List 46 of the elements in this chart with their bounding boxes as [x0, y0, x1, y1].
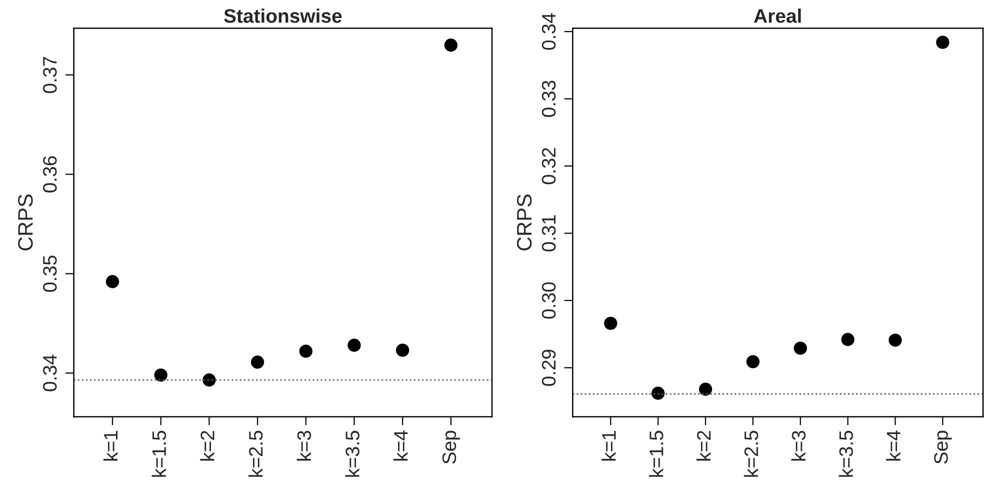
y-tick-label: 0.34 — [542, 13, 556, 50]
y-tick-label: 0.32 — [542, 148, 556, 184]
x-tick-label: k=2 — [200, 430, 214, 461]
x-tick-label: k=1.5 — [649, 430, 664, 477]
point — [794, 342, 807, 355]
chart-title: Stationswise — [224, 8, 342, 23]
point — [202, 373, 216, 387]
point — [444, 38, 458, 52]
point — [604, 316, 618, 330]
x-tick-label: k=2.5 — [744, 430, 758, 477]
chart-title: Areal — [754, 8, 801, 23]
y-tick-label: 0.29 — [542, 350, 556, 386]
y-tick-label: 0.37 — [42, 56, 57, 94]
point — [154, 368, 168, 382]
point — [841, 332, 854, 346]
x-tick-label: Sep — [934, 430, 952, 464]
point — [299, 344, 312, 358]
x-tick-label: k=4 — [393, 430, 408, 461]
x-tick-label: Sep — [442, 430, 460, 464]
y-tick-label: 0.33 — [542, 80, 556, 117]
point — [746, 355, 760, 368]
x-tick-label: k=1 — [103, 430, 118, 461]
x-tick-label: k=3.5 — [838, 430, 854, 477]
point — [698, 382, 712, 396]
y-tick-label: 0.30 — [542, 282, 556, 319]
x-tick-label: k=2.5 — [248, 430, 263, 477]
point — [396, 344, 410, 357]
x-tick-label: k=1 — [602, 430, 616, 461]
y-tick-label: 0.34 — [42, 354, 57, 392]
x-tick-label: k=3.5 — [345, 430, 360, 477]
x-tick-label: k=4 — [886, 430, 900, 461]
point — [250, 356, 264, 369]
point — [936, 36, 950, 49]
point — [348, 338, 361, 352]
x-tick-label: k=1.5 — [152, 430, 166, 477]
point — [888, 334, 902, 347]
x-tick-label: k=2 — [696, 430, 711, 461]
point — [106, 275, 120, 288]
y-tick-label: 0.31 — [542, 215, 556, 252]
y-tick-label: 0.36 — [42, 156, 57, 192]
y-tick-label: 0.35 — [42, 256, 57, 292]
x-tick-label: k=3 — [296, 430, 312, 461]
point — [651, 386, 665, 400]
x-tick-label: k=3 — [791, 430, 806, 461]
y-axis-title: CRPS — [516, 194, 532, 250]
y-axis-title: CRPS — [18, 194, 33, 250]
